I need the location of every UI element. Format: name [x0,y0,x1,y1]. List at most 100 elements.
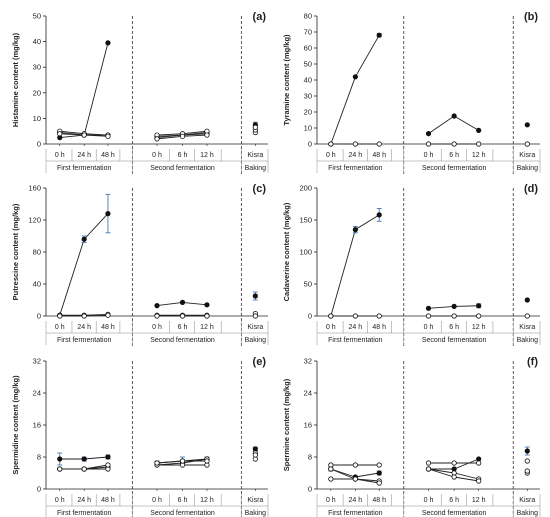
x-tick-label: 0 h [326,324,336,331]
data-point [451,113,457,119]
data-point [524,297,530,303]
y-tick-label: 0 [308,140,312,149]
y-tick-label: 30 [304,92,312,101]
x-tick-label: 0 h [424,324,434,331]
x-tick-label: 0 h [152,324,162,331]
group-label: Baking [245,337,267,344]
x-tick-label: 48 h [101,152,115,159]
data-point [451,460,457,466]
data-point [352,476,358,482]
x-tick-label: 6 h [449,497,459,504]
x-tick-label: 12 h [472,497,486,504]
data-point [105,133,111,139]
data-point [179,458,186,464]
data-point [451,303,457,309]
data-point [425,313,432,319]
x-tick-label: 12 h [200,497,214,504]
data-point [476,127,482,133]
data-point [154,302,160,309]
data-point [179,299,186,305]
y-tick-label: 50 [304,280,312,289]
x-tick-label: 48 h [101,497,115,504]
group-label: Baking [245,510,267,517]
y-tick-label: 10 [33,114,41,123]
data-point [204,458,210,464]
y-axis-label: Spermine content (mg/kg) [282,378,291,471]
group-label: First fermentation [57,337,112,344]
y-tick-label: 60 [304,44,312,53]
x-tick-label: 0 h [326,497,336,504]
group-label: Second fermentation [150,337,215,344]
panel: 0 40 80 120 160 Putrescine content (mg/kg) (c)… [11,183,269,346]
data-point [328,476,334,482]
data-point [57,131,63,137]
data-point [425,131,432,137]
data-point [376,212,382,218]
y-tick-label: 40 [33,280,41,289]
group-label: Second fermentation [422,510,487,517]
y-axis-label: Spermidine content (mg/kg) [11,375,20,475]
group-label: Second fermentation [422,337,487,344]
group-label: Baking [517,510,539,517]
x-tick-label: 0 h [424,152,434,159]
group-label: First fermentation [57,510,112,517]
data-point [154,460,160,466]
data-point [524,468,530,474]
y-tick-label: 16 [33,421,41,430]
y-tick-label: 8 [308,453,312,462]
x-tick-label: 6 h [178,152,188,159]
data-point [352,227,358,233]
group-label: Second fermentation [422,165,487,172]
panel: 0 8 16 24 32 Spermine content (mg/kg) (f) 0 h 24… [282,356,541,517]
y-tick-label: 24 [33,389,41,398]
group-label: First fermentation [57,165,112,172]
data-point [204,313,210,319]
data-point [376,462,382,468]
data-point [376,141,382,147]
x-tick-label: 0 h [424,497,434,504]
data-point [352,74,358,80]
y-tick-label: 10 [304,124,312,133]
y-tick-label: 50 [304,60,312,69]
data-point [352,313,358,319]
data-point [476,478,482,484]
series-line [428,115,479,134]
y-tick-label: 100 [299,248,312,257]
x-tick-label: Kisra [247,324,263,331]
y-tick-label: 0 [37,485,41,494]
data-point [105,454,111,460]
y-tick-label: 150 [299,216,312,225]
data-point [81,313,87,319]
data-point [179,133,186,139]
panel-letter: (f) [527,356,538,368]
data-point [376,313,382,319]
x-tick-label: 6 h [449,152,459,159]
data-point [524,458,530,464]
y-tick-label: 70 [304,28,312,37]
data-point [425,305,432,311]
data-point [328,466,334,472]
x-tick-label: 0 h [152,497,162,504]
y-axis-label: Putrescine content (mg/kg) [11,203,20,300]
data-point [105,462,111,468]
data-point [451,313,457,319]
group-label: Second fermentation [150,510,215,517]
x-tick-label: Kisra [519,497,535,504]
y-tick-label: 0 [308,312,312,321]
group-label: First fermentation [328,165,383,172]
x-tick-label: 24 h [77,497,91,504]
y-tick-label: 80 [33,248,41,257]
y-tick-label: 0 [37,140,41,149]
data-point [179,313,186,319]
series-line [59,42,109,139]
y-tick-label: 32 [33,357,41,366]
y-tick-label: 120 [28,216,41,225]
data-point [154,136,160,142]
data-point [451,141,457,147]
series-line [59,213,109,316]
data-point [376,470,382,476]
data-point [451,474,457,480]
data-point [352,141,358,147]
group-label: Baking [517,165,539,172]
